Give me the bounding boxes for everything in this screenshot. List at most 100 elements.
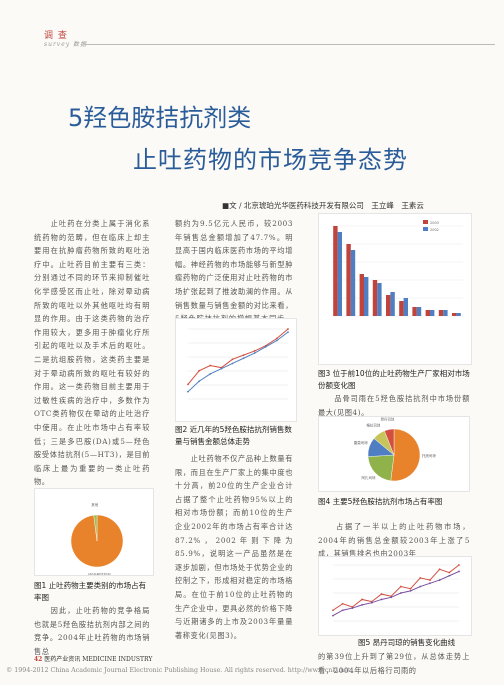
line5-point [380,593,383,595]
line2-point [209,364,212,367]
line5-point [380,598,383,601]
body-column-1: 止吐药在分类上属于消化系统药物的范畴，但在临床上却主要用在抗肿瘤药物所致的呕吐治… [34,219,150,541]
line5-point [458,570,460,573]
body-column-1b: 因此，止吐药物的竞争格局也就是5羟色胺拮抗剂内部之间的竞争。2004年止吐药物的… [34,606,150,656]
line5-point [448,571,451,574]
figure-4-pie: 托烷司琼 阿扎司琼 雷莫司琼 格拉司琼 昂丹司琼 [318,416,470,492]
line5-point [429,582,431,585]
bar3-bar [452,313,457,316]
bar3-bar [438,310,444,316]
bar3-bar [386,295,391,316]
article-title-line1: 5羟色胺拮抗剂类 [68,104,252,132]
bar3-bar [372,280,378,316]
line2-point [198,369,201,372]
body-column-3c: 的第39位上升到了第29位，从总体走势上看，2004年以后格行司雨的 [318,652,470,675]
pie1-label: 5羟色胺拮抗剂 [88,572,112,575]
line2-point [275,337,278,340]
line5-point [341,602,344,605]
line2-series-line [187,331,289,393]
page-number: 42 [34,656,43,663]
bar3-bar [430,310,435,316]
line5-point [361,598,363,601]
bar3-bar [337,232,342,316]
journal-name: 医药产业资讯 [44,656,81,663]
line2-point [220,367,223,370]
line5-point [361,603,363,606]
figure-1-pie: 5羟色胺拮抗剂 其他 [34,488,154,577]
line5-point [448,574,451,577]
bar3-bar [364,277,369,316]
line2-point [209,373,212,375]
article-title-line2: 止吐药物的市场竞争态势 [133,146,408,174]
figure-5-line [318,556,472,636]
line5-point [438,579,441,581]
line2-point [187,383,189,386]
bar3-bar [359,274,364,316]
journal-name-en: MEDICINE INDUSTRY [82,656,153,663]
pie4-label: 阿扎司琼 [361,475,375,480]
pie4-slice [367,454,395,482]
bar3-bar [390,292,395,316]
line2-point [242,354,245,357]
pie4-label: 昂丹司琼 [380,417,394,422]
line5-point [370,601,373,604]
header-rule [85,44,495,45]
figure-1-caption: 图1 止吐药物主要类别的市场占有率图 [34,581,147,602]
line5-point [409,589,412,592]
figure-3-caption: 图3 位于前10位的止吐药物生产厂家相对市场份额变化图 [318,369,470,390]
pie1-slice [93,514,98,542]
line2-point [253,352,256,354]
line5-point [409,587,412,590]
bar3-bar [350,250,356,316]
line5-point [438,568,441,571]
author-line: ■文 / 北京琥珀光华医药科技开发有限公司 王立峰 王素云 [222,201,424,210]
line2-point [275,339,278,342]
line2-point [264,345,267,348]
copyright-line: © 1994-2012 China Academic Journal Elect… [6,667,351,674]
line5-point [390,596,393,599]
bar3-bar [456,313,461,316]
line2-point [253,350,256,352]
line5-point [429,579,431,581]
line2-point [242,357,245,360]
pie4-label: 托烷司琼 [422,453,436,458]
bar3-legend-label: 2003 [430,221,439,225]
line2-point [187,390,189,393]
pie4-label: 雷莫司琼 [354,440,368,445]
bar3-legend-swatch [423,227,428,231]
line2-point [231,362,234,365]
line2-point [231,358,234,361]
bar3-bar [403,298,408,316]
line5-point [458,564,460,566]
page-footer: 42 医药产业资讯 MEDICINE INDUSTRY [34,654,152,663]
line5-point [399,592,402,594]
pie1-label: 其他 [91,502,98,507]
bar3-bar [399,301,404,316]
bar3-bar [377,283,382,316]
body-column-3b: 占据了一半以上的止吐药物市场，2004年的销售总金额较2003年上涨了5成，其销… [318,522,470,559]
line5-point [419,585,422,588]
section-subtitle: survey 数据 [44,41,88,48]
line2-point [198,380,201,383]
line5-point [332,609,334,612]
pie4-slice [390,428,421,482]
body-column-3a: 品骨司雨在5羟色胺拮抗剂中市场份额最大(见图4)。 [318,394,470,417]
line5-point [399,585,402,588]
line5-point [351,607,354,609]
bar3-bar [333,226,338,316]
line2-series-line [187,328,289,385]
figure-2-caption: 图2 近几年的5羟色胺拮抗剂销售数量与销售金额总体走势 [175,425,292,446]
figure-2-line [175,318,297,422]
bar3-bar [425,310,430,316]
line5-point [419,577,422,579]
bar3-bar [412,307,417,316]
figure-3-bar: 2003 2002 [318,213,472,365]
bar3-bar [416,307,422,316]
line5-point [341,609,344,612]
line2-point [287,331,289,334]
line5-series-line [332,564,460,611]
line2-point [287,328,289,330]
line5-point [332,614,334,617]
figure-4-caption: 图4 主要5羟色胺拮抗剂市场占有率图 [318,497,443,506]
pie4-slice [384,428,395,456]
